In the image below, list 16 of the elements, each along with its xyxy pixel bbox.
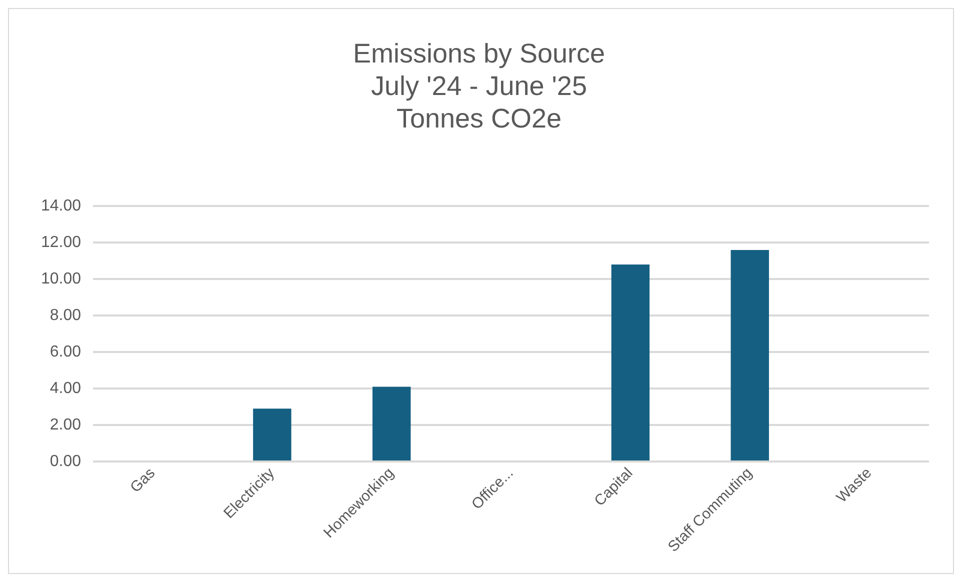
y-tick-label: 6.00 bbox=[50, 343, 82, 360]
y-tick-label: 10.00 bbox=[40, 270, 82, 288]
y-tick-label: 14.00 bbox=[40, 198, 82, 215]
x-tick-label: Gas bbox=[127, 464, 159, 496]
y-tick-label: 12.00 bbox=[40, 234, 82, 252]
text: July '24 - June '25 bbox=[371, 71, 587, 102]
bar bbox=[730, 250, 769, 460]
text: Tonnes CO2e bbox=[396, 103, 562, 134]
y-tick-label: 8.00 bbox=[50, 307, 82, 324]
bar bbox=[372, 386, 411, 460]
bar bbox=[253, 408, 292, 460]
y-tick-label: 4.00 bbox=[50, 380, 82, 397]
text: Emissions by Source bbox=[352, 38, 606, 69]
y-tick-label: 0.00 bbox=[50, 452, 82, 470]
y-tick-label: 2.00 bbox=[50, 416, 82, 434]
bar bbox=[611, 264, 650, 460]
